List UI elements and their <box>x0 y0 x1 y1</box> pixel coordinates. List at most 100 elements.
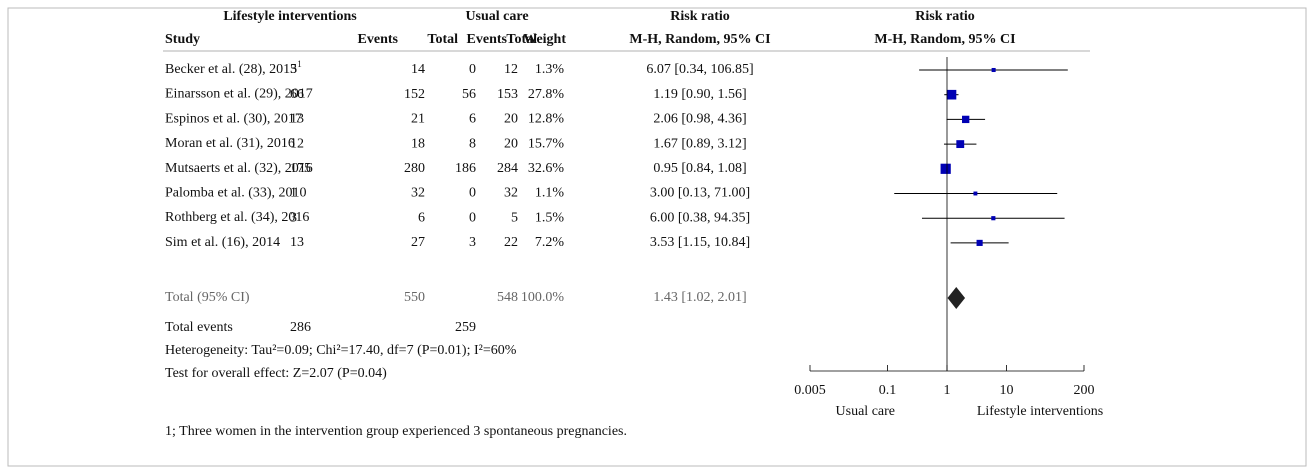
total-ctrl: 32 <box>504 186 518 201</box>
risk-ratio-ci: 3.53 [1.15, 10.84] <box>650 235 750 250</box>
total-ctrl: 12 <box>504 62 518 77</box>
events-int: 12 <box>290 136 304 151</box>
study-label: Becker et al. (28), 20151 <box>165 59 302 77</box>
overall-effect: Test for overall effect: Z=2.07 (P=0.04) <box>165 366 387 381</box>
events-int: 3 <box>290 210 297 225</box>
study-name: Total events <box>165 320 233 335</box>
events-int: 66 <box>290 87 304 102</box>
total-int: 27 <box>411 235 425 250</box>
study-name: Becker et al. (28), 2015 <box>165 62 297 77</box>
study-name: Rothberg et al. (34), 2016 <box>165 210 309 225</box>
column-header: Weight <box>523 32 566 47</box>
column-header: M-H, Random, 95% CI <box>874 32 1015 47</box>
total-ctrl: 5 <box>511 210 518 225</box>
weight: 7.2% <box>535 235 565 250</box>
events-ctrl: 8 <box>469 136 476 151</box>
risk-ratio-ci: 1.67 [0.89, 3.12] <box>653 136 746 151</box>
x-tick-label: 0.1 <box>879 383 897 398</box>
total-int: 21 <box>411 112 425 127</box>
study-name: Mutsaerts et al. (32), 2016 <box>165 161 313 176</box>
column-header: Events <box>358 32 399 47</box>
group-header: Risk ratio <box>670 9 730 24</box>
total-ctrl: 20 <box>504 112 518 127</box>
x-left-label: Usual care <box>836 404 895 419</box>
weight-square <box>956 140 965 149</box>
events-ctrl: 56 <box>462 87 476 102</box>
weight-square <box>976 239 983 246</box>
weight: 1.5% <box>535 210 565 225</box>
events-ctrl: 0 <box>469 186 476 201</box>
events-ctrl: 3 <box>469 235 476 250</box>
study-name: Espinos et al. (30), 2017 <box>165 112 302 127</box>
weight-square <box>991 216 996 221</box>
events-int: 13 <box>290 235 304 250</box>
total-int: 32 <box>411 186 425 201</box>
total-ctrl: 22 <box>504 235 518 250</box>
risk-ratio-ci: 1.43 [1.02, 2.01] <box>653 290 746 305</box>
study-label: Total (95% CI) <box>165 290 250 305</box>
total-int: 280 <box>404 161 425 176</box>
x-tick-label: 10 <box>1000 383 1014 398</box>
study-label: Espinos et al. (30), 2017 <box>165 112 302 127</box>
group-header: Lifestyle interventions <box>223 9 357 24</box>
weight: 1.1% <box>535 186 565 201</box>
weight: 12.8% <box>528 112 565 127</box>
weight-square <box>946 89 957 100</box>
events-int: 1 <box>290 186 297 201</box>
events-ctrl: 6 <box>469 112 476 127</box>
column-header: Events <box>467 32 508 47</box>
column-header: Study <box>165 32 200 47</box>
weight: 15.7% <box>528 136 565 151</box>
events-int: 3 <box>290 62 297 77</box>
study-name: Total (95% CI) <box>165 290 250 305</box>
study-label: Mutsaerts et al. (32), 2016 <box>165 161 313 176</box>
study-label: Moran et al. (31), 2016 <box>165 136 295 151</box>
group-header: Usual care <box>465 9 528 24</box>
study-label: Total events <box>165 320 233 335</box>
x-right-label: Lifestyle interventions <box>977 404 1103 419</box>
study-label: Einarsson et al. (29), 2017 <box>165 87 313 102</box>
weight: 100.0% <box>521 290 565 305</box>
weight-square <box>962 115 970 124</box>
x-tick-label: 200 <box>1074 383 1095 398</box>
study-name: Palomba et al. (33), 2010 <box>165 186 307 201</box>
total-ctrl: 153 <box>497 87 518 102</box>
events-ctrl: 186 <box>455 161 476 176</box>
risk-ratio-ci: 3.00 [0.13, 71.00] <box>650 186 750 201</box>
events-int: 13 <box>290 112 304 127</box>
total-int: 152 <box>404 87 425 102</box>
study-name: Moran et al. (31), 2016 <box>165 136 295 151</box>
events-int: 175 <box>290 161 311 176</box>
events-int: 286 <box>290 320 311 335</box>
study-note: 1 <box>297 59 302 69</box>
study-label: Rothberg et al. (34), 2016 <box>165 210 309 225</box>
summary-diamond <box>947 287 966 309</box>
x-tick-label: 1 <box>944 383 951 398</box>
risk-ratio-ci: 6.07 [0.34, 106.85] <box>646 62 753 77</box>
x-tick-label: 0.005 <box>794 383 826 398</box>
study-name: Sim et al. (16), 2014 <box>165 235 280 250</box>
column-header: Total <box>427 32 458 47</box>
total-int: 18 <box>411 136 425 151</box>
risk-ratio-ci: 0.95 [0.84, 1.08] <box>653 161 746 176</box>
total-int: 6 <box>418 210 425 225</box>
total-ctrl: 548 <box>497 290 518 305</box>
weight-square <box>973 191 978 196</box>
total-ctrl: 284 <box>497 161 518 176</box>
events-ctrl: 0 <box>469 62 476 77</box>
weight: 27.8% <box>528 87 565 102</box>
column-header: Total <box>506 32 537 47</box>
risk-ratio-ci: 1.19 [0.90, 1.56] <box>653 87 746 102</box>
weight-square <box>940 163 951 174</box>
total-int: 550 <box>404 290 425 305</box>
group-header: Risk ratio <box>915 9 975 24</box>
figure-border <box>7 7 1307 467</box>
weight-square <box>991 67 996 73</box>
risk-ratio-ci: 6.00 [0.38, 94.35] <box>650 210 750 225</box>
events-ctrl: 259 <box>455 320 476 335</box>
weight: 32.6% <box>528 161 565 176</box>
footnote: 1; Three women in the intervention group… <box>165 424 627 439</box>
heterogeneity: Heterogeneity: Tau²=0.09; Chi²=17.40, df… <box>165 343 517 358</box>
weight: 1.3% <box>535 62 565 77</box>
